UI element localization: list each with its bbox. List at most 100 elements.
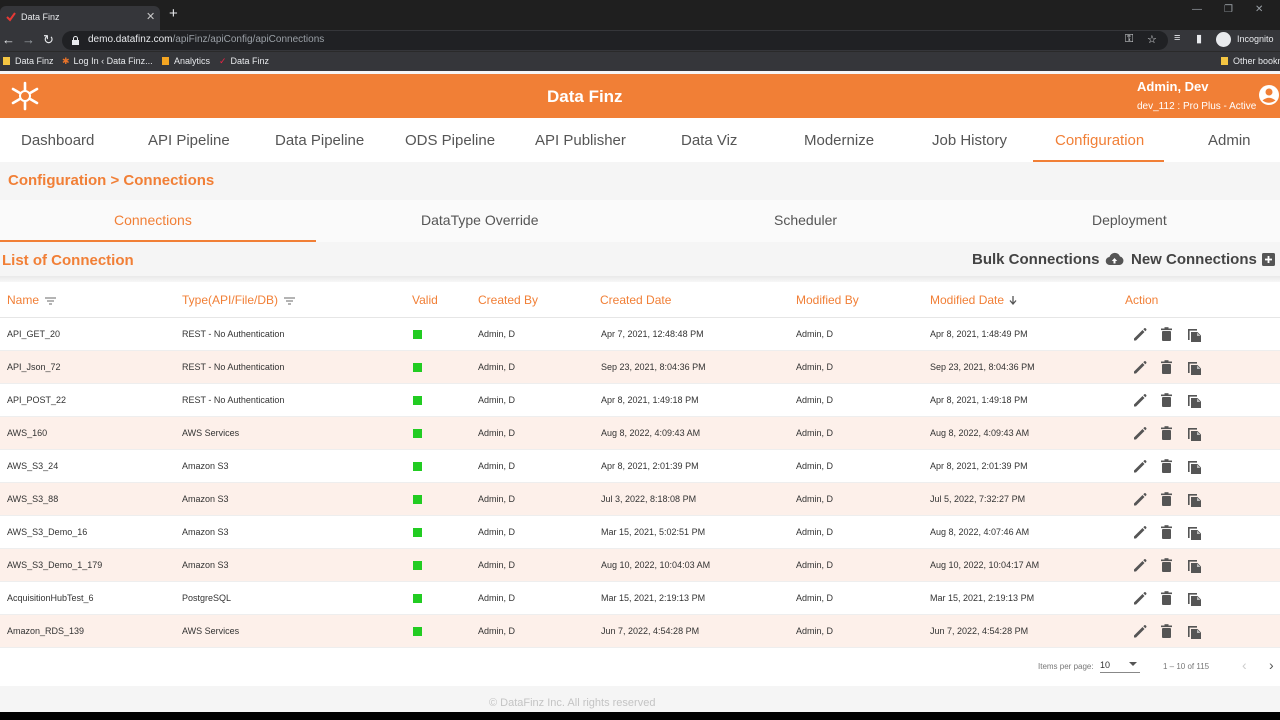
new-connections-label: New Connections bbox=[1131, 251, 1257, 268]
nav-api-publisher[interactable]: API Publisher bbox=[535, 132, 626, 149]
tab-scheduler[interactable]: Scheduler bbox=[774, 212, 838, 228]
table-row[interactable]: API_Json_72 REST - No Authentication Adm… bbox=[0, 351, 1280, 384]
copy-icon[interactable] bbox=[1186, 491, 1203, 508]
table-row[interactable]: AWS_S3_24 Amazon S3 Admin, D Apr 8, 2021… bbox=[0, 450, 1280, 483]
new-tab-button[interactable]: + bbox=[169, 5, 178, 22]
sub-tabs: Connections DataType Override Scheduler … bbox=[0, 200, 1280, 242]
header-modified-by[interactable]: Modified By bbox=[796, 293, 859, 307]
window-close-icon[interactable]: ✕ bbox=[1255, 4, 1264, 15]
edit-pencil-icon[interactable] bbox=[1131, 392, 1148, 409]
copy-icon[interactable] bbox=[1186, 623, 1203, 640]
back-arrow-icon[interactable]: ← bbox=[2, 32, 15, 47]
bookmark-item[interactable]: Analytics bbox=[162, 56, 210, 66]
nav-ods-pipeline[interactable]: ODS Pipeline bbox=[405, 132, 496, 149]
browser-tab[interactable]: Data Finz ✕ bbox=[0, 6, 160, 30]
edit-pencil-icon[interactable] bbox=[1131, 623, 1148, 640]
items-per-page-select[interactable]: 10 bbox=[1100, 660, 1140, 673]
delete-trash-icon[interactable] bbox=[1158, 425, 1175, 442]
copy-icon[interactable] bbox=[1186, 458, 1203, 475]
cell-name: API_POST_22 bbox=[7, 395, 67, 405]
address-bar[interactable]: demo.datafinz.com/apiFinz/apiConfig/apiC… bbox=[62, 31, 1168, 50]
minimize-icon[interactable]: — bbox=[1192, 4, 1202, 15]
table-row[interactable]: AWS_S3_Demo_16 Amazon S3 Admin, D Mar 15… bbox=[0, 516, 1280, 549]
bookmark-item[interactable]: Data Finz bbox=[3, 56, 54, 66]
sort-down-arrow-icon[interactable] bbox=[1009, 296, 1017, 305]
nav-job-history[interactable]: Job History bbox=[932, 132, 1008, 149]
delete-trash-icon[interactable] bbox=[1158, 623, 1175, 640]
main-nav: Dashboard API Pipeline Data Pipeline ODS… bbox=[0, 118, 1280, 162]
datafinz-logo-icon[interactable] bbox=[8, 80, 42, 112]
forward-arrow-icon[interactable]: → bbox=[22, 32, 35, 47]
copy-icon[interactable] bbox=[1186, 359, 1203, 376]
copy-icon[interactable] bbox=[1186, 392, 1203, 409]
edit-pencil-icon[interactable] bbox=[1131, 326, 1148, 343]
edit-pencil-icon[interactable] bbox=[1131, 557, 1148, 574]
cell-modified-by: Admin, D bbox=[796, 560, 834, 570]
filter-icon[interactable] bbox=[284, 297, 296, 305]
delete-trash-icon[interactable] bbox=[1158, 590, 1175, 607]
bookmark-item[interactable]: ✓ Data Finz bbox=[219, 56, 270, 66]
copy-icon[interactable] bbox=[1186, 590, 1203, 607]
edit-pencil-icon[interactable] bbox=[1131, 491, 1148, 508]
reload-icon[interactable]: ↻ bbox=[43, 32, 54, 47]
delete-trash-icon[interactable] bbox=[1158, 326, 1175, 343]
table-row[interactable]: API_GET_20 REST - No Authentication Admi… bbox=[0, 318, 1280, 351]
table-row[interactable]: AWS_S3_Demo_1_179 Amazon S3 Admin, D Aug… bbox=[0, 549, 1280, 582]
edit-pencil-icon[interactable] bbox=[1131, 458, 1148, 475]
edit-pencil-icon[interactable] bbox=[1131, 590, 1148, 607]
delete-trash-icon[interactable] bbox=[1158, 392, 1175, 409]
nav-data-pipeline[interactable]: Data Pipeline bbox=[275, 132, 365, 149]
table-row[interactable]: AWS_160 AWS Services Admin, D Aug 8, 202… bbox=[0, 417, 1280, 450]
tab-connections[interactable]: Connections bbox=[114, 212, 192, 228]
nav-modernize[interactable]: Modernize bbox=[804, 132, 875, 149]
incognito-icon[interactable] bbox=[1216, 32, 1231, 47]
copy-icon[interactable] bbox=[1186, 425, 1203, 442]
table-row[interactable]: API_POST_22 REST - No Authentication Adm… bbox=[0, 384, 1280, 417]
maximize-icon[interactable]: ❐ bbox=[1224, 4, 1233, 15]
other-bookmarks[interactable]: Other bookm bbox=[1221, 56, 1280, 66]
key-icon[interactable]: ⚿ bbox=[1125, 33, 1134, 45]
edit-pencil-icon[interactable] bbox=[1131, 425, 1148, 442]
bulk-connections-button[interactable]: Bulk Connections bbox=[972, 251, 1124, 268]
star-icon[interactable]: ☆ bbox=[1147, 34, 1157, 46]
delete-trash-icon[interactable] bbox=[1158, 557, 1175, 574]
close-tab-icon[interactable]: ✕ bbox=[146, 11, 156, 23]
header-modified-date[interactable]: Modified Date bbox=[930, 293, 1017, 307]
nav-data-viz[interactable]: Data Viz bbox=[681, 132, 738, 149]
filter-icon[interactable] bbox=[45, 297, 57, 305]
copy-icon[interactable] bbox=[1186, 326, 1203, 343]
cell-modified-date: Jul 5, 2022, 7:32:27 PM bbox=[930, 494, 1026, 504]
copy-icon[interactable] bbox=[1186, 524, 1203, 541]
next-page-icon[interactable]: › bbox=[1269, 657, 1274, 673]
table-row[interactable]: AcquisitionHubTest_6 PostgreSQL Admin, D… bbox=[0, 582, 1280, 615]
copy-icon[interactable] bbox=[1186, 557, 1203, 574]
valid-status-indicator bbox=[413, 396, 422, 405]
edit-pencil-icon[interactable] bbox=[1131, 359, 1148, 376]
header-name[interactable]: Name bbox=[7, 293, 57, 307]
new-connections-button[interactable]: New Connections bbox=[1131, 251, 1276, 268]
nav-api-pipeline[interactable]: API Pipeline bbox=[148, 132, 230, 149]
header-created-date[interactable]: Created Date bbox=[600, 293, 672, 307]
dropdown-caret-icon[interactable] bbox=[1129, 662, 1137, 666]
delete-trash-icon[interactable] bbox=[1158, 491, 1175, 508]
nav-admin[interactable]: Admin bbox=[1208, 132, 1251, 149]
nav-dashboard[interactable]: Dashboard bbox=[21, 132, 95, 149]
bookmark-item[interactable]: ✱ Log In ‹ Data Finz... bbox=[62, 56, 153, 66]
reading-list-icon[interactable]: ≡ bbox=[1174, 32, 1181, 44]
header-type[interactable]: Type(API/File/DB) bbox=[182, 293, 296, 307]
account-circle-icon[interactable] bbox=[1258, 84, 1280, 106]
delete-trash-icon[interactable] bbox=[1158, 359, 1175, 376]
tab-datatype-override[interactable]: DataType Override bbox=[421, 212, 539, 228]
tab-deployment[interactable]: Deployment bbox=[1092, 212, 1167, 228]
table-row[interactable]: Amazon_RDS_139 AWS Services Admin, D Jun… bbox=[0, 615, 1280, 648]
nav-configuration[interactable]: Configuration bbox=[1055, 132, 1145, 149]
delete-trash-icon[interactable] bbox=[1158, 524, 1175, 541]
header-valid[interactable]: Valid bbox=[412, 293, 438, 307]
sidepanel-icon[interactable]: ▮ bbox=[1196, 33, 1203, 45]
edit-pencil-icon[interactable] bbox=[1131, 524, 1148, 541]
previous-page-icon[interactable]: ‹ bbox=[1242, 657, 1247, 673]
delete-trash-icon[interactable] bbox=[1158, 458, 1175, 475]
header-created-by[interactable]: Created By bbox=[478, 293, 539, 307]
table-row[interactable]: AWS_S3_88 Amazon S3 Admin, D Jul 3, 2022… bbox=[0, 483, 1280, 516]
